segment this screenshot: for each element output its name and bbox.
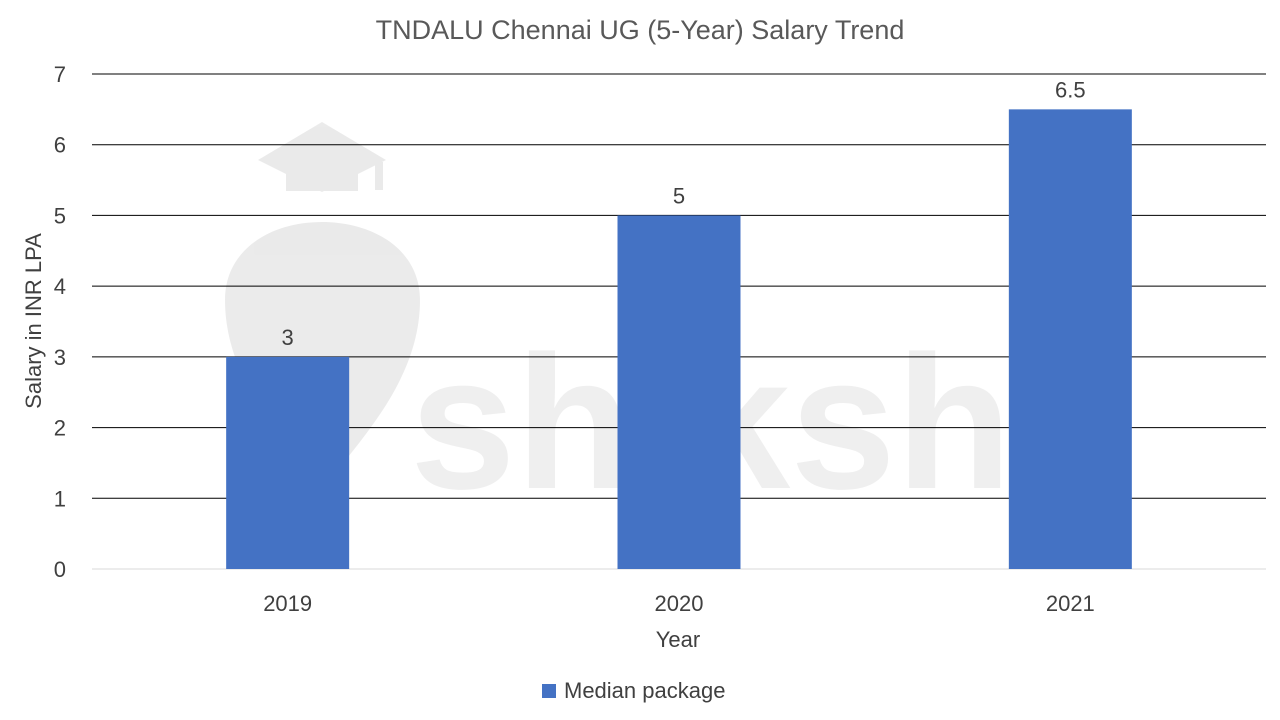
chart-title: TNDALU Chennai UG (5-Year) Salary Trend xyxy=(376,15,905,45)
data-labels: 356.5 xyxy=(282,77,1086,350)
y-tick-label: 4 xyxy=(54,274,66,299)
x-tick-label: 2019 xyxy=(263,591,312,616)
x-axis-label: Year xyxy=(656,627,700,652)
data-label: 5 xyxy=(673,183,685,208)
legend-swatch xyxy=(542,684,556,698)
data-label: 3 xyxy=(282,325,294,350)
y-tick-label: 1 xyxy=(54,486,66,511)
bar xyxy=(226,356,350,569)
legend-label: Median package xyxy=(564,678,725,703)
bar xyxy=(1008,109,1132,569)
watermark-text: shiksha xyxy=(410,317,1119,529)
y-tick-labels: 0 1 2 3 4 5 6 7 xyxy=(54,62,66,582)
x-tick-label: 2021 xyxy=(1046,591,1095,616)
y-tick-label: 7 xyxy=(54,62,66,87)
y-tick-label: 5 xyxy=(54,203,66,228)
data-label: 6.5 xyxy=(1055,77,1086,102)
y-tick-label: 0 xyxy=(54,557,66,582)
bars xyxy=(226,109,1132,569)
y-axis-label: Salary in INR LPA xyxy=(21,233,46,409)
legend: Median package xyxy=(542,678,725,703)
bar xyxy=(617,215,741,569)
y-tick-label: 3 xyxy=(54,345,66,370)
x-tick-label: 2020 xyxy=(655,591,704,616)
y-tick-label: 6 xyxy=(54,133,66,158)
y-tick-label: 2 xyxy=(54,416,66,441)
x-tick-labels: 2019 2020 2021 xyxy=(263,591,1095,616)
